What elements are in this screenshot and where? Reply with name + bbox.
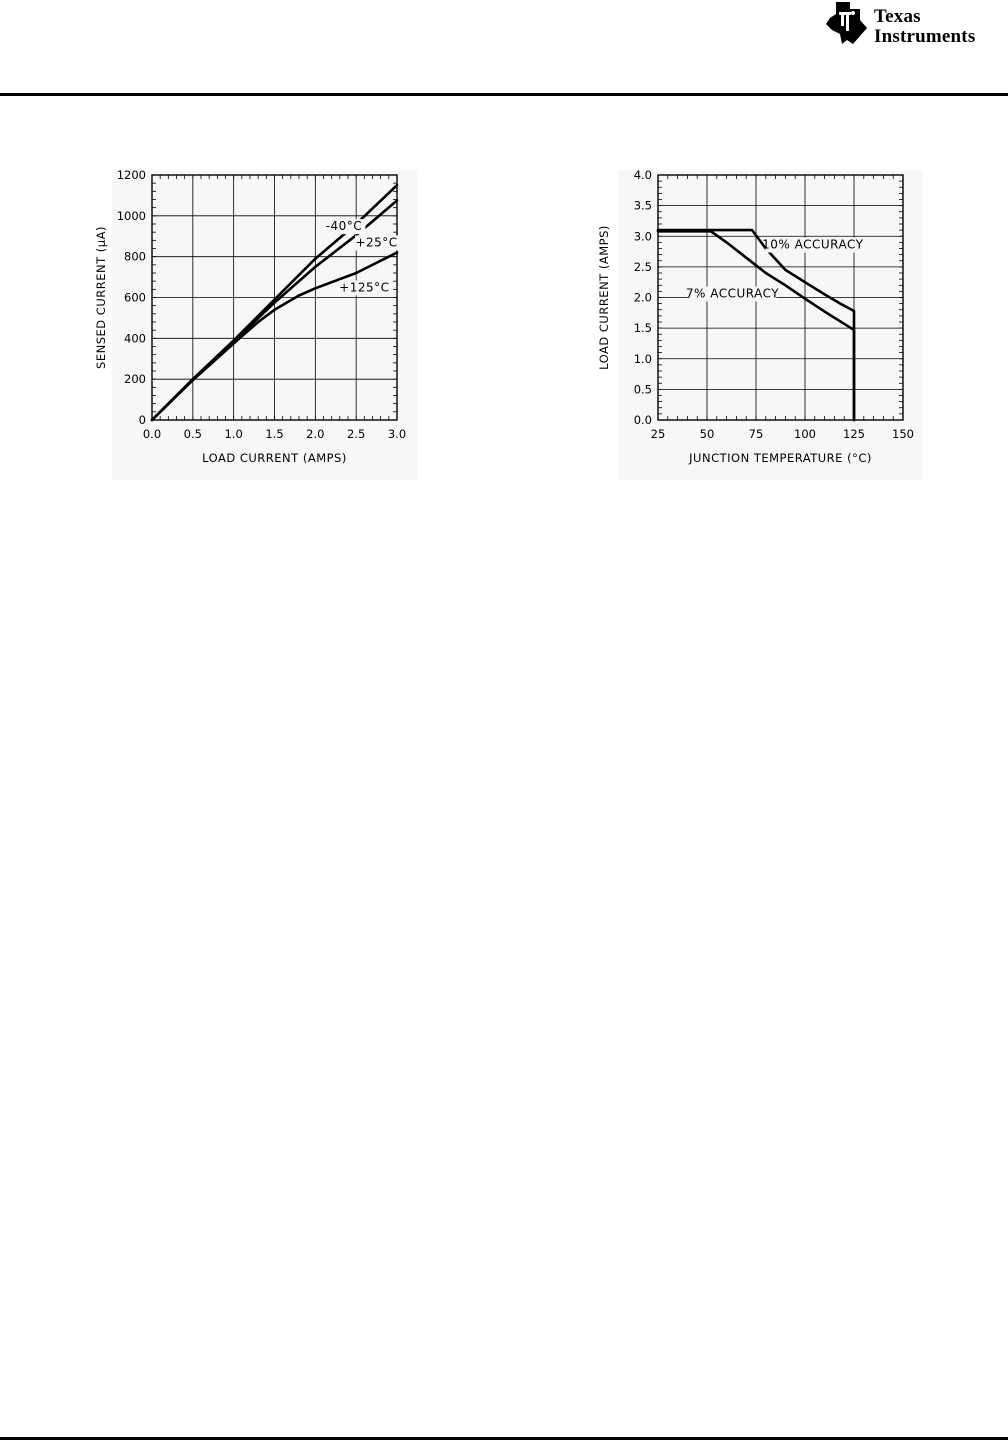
chart-1-xtick-label: 2.5 bbox=[347, 427, 365, 441]
header-rule bbox=[0, 93, 1008, 96]
chart-2-series-0-line bbox=[656, 228, 856, 422]
chart-1-annotation-0: -40°C bbox=[326, 219, 362, 233]
chart-1-background bbox=[112, 171, 417, 480]
chart-1-ytick-label: 200 bbox=[124, 372, 146, 386]
chart-2-ytick-label: 2.0 bbox=[634, 291, 652, 305]
chart-2-ytick-label: 3.5 bbox=[634, 199, 652, 213]
chart-2-xtick-label: 50 bbox=[700, 427, 715, 441]
logo-line-1: Texas bbox=[874, 6, 921, 27]
ti-logo-icon bbox=[826, 2, 867, 44]
logo-line-2: Instruments bbox=[874, 26, 976, 47]
chart-1-frame bbox=[151, 174, 398, 421]
chart-1-ytick-label: 600 bbox=[124, 291, 146, 305]
chart-1-ytick-label: 800 bbox=[124, 250, 146, 264]
chart-1-ytick-label: 400 bbox=[124, 331, 146, 345]
ti-logo: Texas Instruments bbox=[822, 0, 1008, 48]
chart-2-annotation-0: 10% ACCURACY bbox=[762, 238, 864, 252]
chart-2-xtick-label: 100 bbox=[794, 427, 816, 441]
chart-1-xlabel: LOAD CURRENT (AMPS) bbox=[202, 451, 347, 465]
chart-2-series-1-line bbox=[656, 230, 856, 422]
chart-2-ytick-label: 1.0 bbox=[634, 352, 652, 366]
chart-2-svg: 25 50 75 100 125 150 0.0 0.5 1.0 1.5 2.0 2.5 3.0 3.5 4… bbox=[597, 168, 923, 480]
chart-1-ytick-label: 0 bbox=[139, 413, 146, 427]
chart-2-frame bbox=[657, 174, 904, 421]
chart-1-xtick-label: 2.0 bbox=[306, 427, 324, 441]
chart-2-xtick-label: 125 bbox=[843, 427, 865, 441]
chart-1-annotation-1: +25°C bbox=[355, 235, 397, 249]
chart-1-xtick-label: 1.0 bbox=[225, 427, 243, 441]
chart-1-ytick-label: 1200 bbox=[117, 168, 146, 182]
chart-2-xtick-label: 25 bbox=[651, 427, 666, 441]
chart-1-xtick-label: 3.0 bbox=[388, 427, 406, 441]
chart-2-ytick-label: 1.5 bbox=[634, 321, 652, 335]
sensed-current-chart: 0.0 0.5 1.0 1.5 2.0 2.5 3.0 0 200 400 600 800 1000 12… bbox=[90, 160, 420, 480]
chart-2-ytick-label: 4.0 bbox=[634, 168, 652, 182]
chart-2-xtick-label: 150 bbox=[892, 427, 914, 441]
chart-2-xtick-label: 75 bbox=[749, 427, 764, 441]
load-current-temperature-chart: 25 50 75 100 125 150 0.0 0.5 1.0 1.5 2.0 2.5 3.0 3.5 4… bbox=[595, 160, 925, 480]
chart-1-annotation-bg bbox=[322, 219, 366, 235]
chart-2-annotation-1: 7% ACCURACY bbox=[686, 287, 779, 301]
chart-2-ytick-label: 0.5 bbox=[634, 382, 652, 396]
chart-2-ytick-label: 0.0 bbox=[634, 413, 652, 427]
chart-1-ylabel: SENSED CURRENT (μA) bbox=[94, 226, 108, 369]
chart-1-annotation-bg bbox=[355, 235, 399, 251]
chart-2-xlabel: JUNCTION TEMPERATURE (°C) bbox=[688, 451, 872, 465]
chart-1-xtick-label: 0.5 bbox=[184, 427, 202, 441]
chart-2-annotation-bg bbox=[765, 237, 861, 253]
chart-1-series-2-line bbox=[150, 251, 399, 422]
chart-2-annotation-bg bbox=[688, 286, 777, 302]
footer-rule bbox=[0, 1437, 1008, 1440]
chart-1-svg: 0.0 0.5 1.0 1.5 2.0 2.5 3.0 0 200 400 600 800 1000 12… bbox=[94, 168, 417, 480]
chart-2-background bbox=[618, 171, 923, 480]
chart-2-ytick-label: 3.0 bbox=[634, 229, 652, 243]
chart-2-ytick-label: 2.5 bbox=[634, 260, 652, 274]
chart-1-ytick-label: 1000 bbox=[117, 209, 146, 223]
chart-2-ylabel: LOAD CURRENT (AMPS) bbox=[597, 225, 611, 370]
chart-1-annotation-bg bbox=[339, 280, 390, 296]
chart-1-annotation-2: +125°C bbox=[339, 280, 389, 294]
chart-1-xtick-label: 0.0 bbox=[143, 427, 161, 441]
chart-1-xtick-label: 1.5 bbox=[265, 427, 283, 441]
